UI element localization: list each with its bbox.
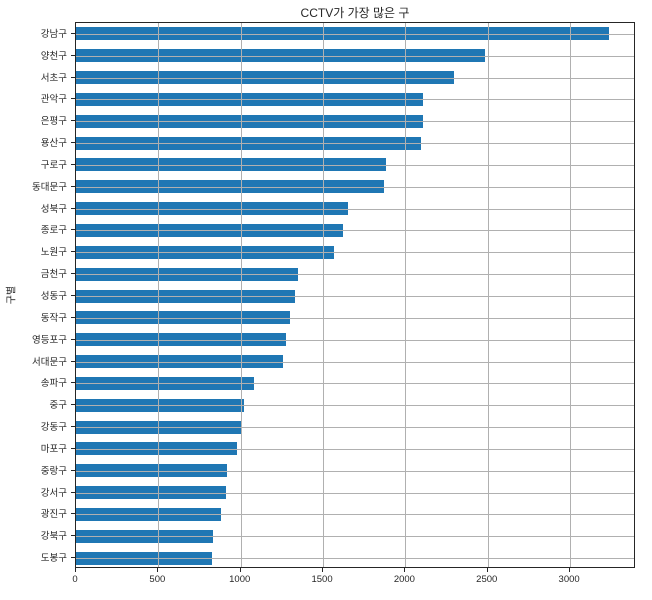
y-tick-mark — [71, 229, 75, 231]
plot-area — [75, 22, 635, 568]
horizontal-gridline — [76, 230, 634, 232]
horizontal-gridline — [76, 470, 634, 472]
y-tick-mark — [71, 535, 75, 537]
x-tick-label-2000: 2000 — [393, 574, 415, 585]
y-tick-mark — [71, 207, 75, 209]
y-tick-label-서대문구: 서대문구 — [32, 356, 67, 368]
y-tick-label-강북구: 강북구 — [40, 531, 67, 543]
y-tick-mark — [71, 426, 75, 428]
y-tick-mark — [71, 185, 75, 187]
horizontal-gridline — [76, 296, 634, 297]
x-tick-mark — [486, 568, 488, 572]
y-tick-mark — [71, 513, 75, 515]
x-tick-label-500: 500 — [149, 574, 166, 585]
y-tick-mark — [71, 360, 75, 362]
y-tick-mark — [71, 142, 75, 144]
y-tick-mark — [71, 120, 75, 122]
y-tick-mark — [71, 295, 75, 296]
x-tick-mark — [404, 568, 406, 572]
x-tick-label-3000: 3000 — [558, 574, 580, 585]
y-tick-label-마포구: 마포구 — [40, 443, 67, 455]
horizontal-gridline — [76, 55, 634, 57]
y-tick-mark — [71, 76, 75, 78]
y-tick-label-관악구: 관악구 — [40, 94, 67, 106]
y-tick-mark — [71, 382, 75, 384]
y-tick-label-구로구: 구로구 — [40, 159, 67, 171]
chart-title: CCTV가 가장 많은 구 — [300, 6, 410, 20]
x-tick-label-1000: 1000 — [229, 574, 251, 585]
y-tick-mark — [71, 469, 75, 471]
x-tick-label-2500: 2500 — [476, 574, 498, 585]
horizontal-gridline — [76, 317, 634, 319]
horizontal-gridline — [76, 186, 634, 188]
y-tick-mark — [71, 163, 75, 165]
y-tick-mark — [71, 404, 75, 406]
y-tick-label-종로구: 종로구 — [40, 225, 67, 237]
horizontal-gridline — [76, 339, 634, 341]
horizontal-gridline — [76, 208, 634, 210]
vertical-gridline — [323, 23, 325, 567]
horizontal-gridline — [76, 121, 634, 123]
y-tick-label-강동구: 강동구 — [40, 422, 67, 434]
horizontal-gridline — [76, 514, 634, 516]
x-tick-mark — [157, 568, 159, 572]
y-tick-mark — [71, 273, 75, 275]
y-tick-mark — [71, 557, 75, 559]
y-tick-label-서초구: 서초구 — [40, 72, 67, 84]
vertical-gridline — [158, 23, 160, 567]
horizontal-gridline — [76, 536, 634, 538]
x-tick-mark — [322, 568, 324, 572]
y-tick-mark — [71, 251, 75, 253]
horizontal-gridline — [76, 99, 634, 101]
y-tick-mark — [71, 32, 75, 34]
y-tick-mark — [71, 54, 75, 56]
horizontal-gridline — [76, 448, 634, 450]
vertical-gridline — [487, 23, 489, 567]
y-tick-label-성북구: 성북구 — [40, 203, 67, 215]
y-tick-label-노원구: 노원구 — [40, 247, 67, 259]
x-tick-label-0: 0 — [72, 574, 78, 585]
horizontal-gridline — [76, 274, 634, 276]
y-tick-label-송파구: 송파구 — [40, 378, 67, 390]
x-tick-mark — [239, 568, 241, 572]
y-tick-mark — [71, 98, 75, 100]
y-tick-label-중구: 중구 — [49, 400, 67, 412]
vertical-gridline — [570, 23, 572, 567]
horizontal-gridline — [76, 252, 634, 254]
horizontal-gridline — [76, 558, 634, 560]
horizontal-gridline — [76, 164, 634, 166]
y-tick-label-강서구: 강서구 — [40, 487, 67, 499]
horizontal-gridline — [76, 405, 634, 407]
y-tick-mark — [71, 316, 75, 318]
horizontal-gridline — [76, 361, 634, 363]
horizontal-gridline — [76, 383, 634, 385]
y-tick-label-은평구: 은평구 — [40, 116, 67, 128]
y-tick-label-도봉구: 도봉구 — [40, 553, 67, 565]
y-tick-mark — [71, 338, 75, 340]
y-tick-label-영등포구: 영등포구 — [32, 334, 67, 346]
y-tick-label-중랑구: 중랑구 — [40, 465, 67, 477]
y-tick-label-금천구: 금천구 — [40, 269, 67, 281]
y-tick-label-양천구: 양천구 — [40, 50, 67, 62]
x-tick-mark — [569, 568, 571, 572]
horizontal-gridline — [76, 143, 634, 145]
y-axis-label: 구별 — [6, 285, 18, 305]
y-tick-label-동대문구: 동대문구 — [32, 181, 67, 193]
y-tick-label-광진구: 광진구 — [40, 509, 67, 521]
horizontal-gridline — [76, 427, 634, 429]
vertical-gridline — [405, 23, 407, 567]
horizontal-gridline — [76, 33, 634, 35]
horizontal-gridline — [76, 77, 634, 79]
y-tick-label-동작구: 동작구 — [40, 312, 67, 324]
horizontal-gridline — [76, 492, 634, 494]
y-tick-label-성동구: 성동구 — [40, 291, 67, 302]
y-tick-mark — [71, 447, 75, 449]
x-tick-label-1500: 1500 — [311, 574, 333, 585]
x-tick-mark — [75, 568, 76, 572]
y-tick-mark — [71, 491, 75, 493]
y-tick-label-용산구: 용산구 — [40, 138, 67, 150]
vertical-gridline — [240, 23, 242, 567]
y-tick-label-강남구: 강남구 — [40, 28, 67, 40]
